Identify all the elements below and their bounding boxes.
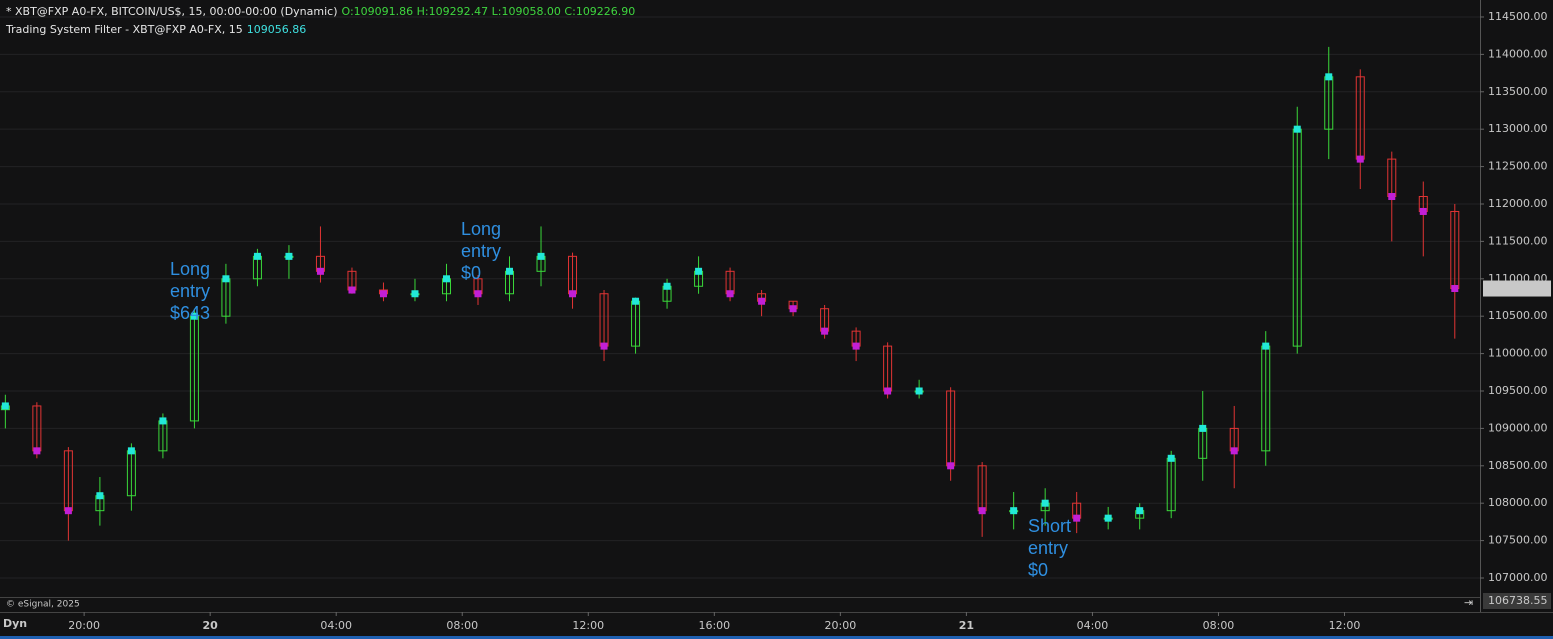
close-marker (33, 447, 41, 455)
symbol: * XBT@FXP A0-FX, BITCOIN/US$, 15, 00:00-… (6, 5, 338, 18)
x-tick-label: 16:00 (698, 619, 730, 632)
close-marker (1451, 285, 1459, 293)
plot: 107000.00 107500.00 108000.00 108500.00 1090… (0, 10, 1551, 632)
close-marker (726, 290, 734, 298)
close-marker (852, 342, 860, 350)
cursor-price-box (1483, 593, 1551, 609)
x-tick-label: 08:00 (1203, 619, 1235, 632)
close-marker (663, 282, 671, 290)
ohlc: O:109091.86 H:109292.47 L:109058.00 C:10… (342, 5, 636, 18)
annotation: $0 (461, 263, 481, 283)
x-tick-label: 12:00 (572, 619, 604, 632)
close-marker (1104, 514, 1112, 522)
close-marker (379, 290, 387, 298)
close-marker (1199, 424, 1207, 432)
study-value: 109056.86 (247, 23, 307, 36)
study-info: Trading System Filter - XBT@FXP A0-FX, 1… (5, 23, 306, 36)
close-marker (1356, 155, 1364, 163)
copyright: © eSignal, 2025 (6, 600, 80, 610)
cursor-price-label: 106738.55 (1488, 594, 1548, 607)
y-tick-label: 112500.00 (1488, 160, 1548, 173)
close-marker (127, 447, 135, 455)
close-marker (1136, 507, 1144, 515)
x-tick-label: 12:00 (1329, 619, 1361, 632)
close-marker (1325, 73, 1333, 81)
close-marker (348, 286, 356, 294)
study: Trading System Filter - XBT@FXP A0-FX, 1… (5, 23, 243, 36)
close-marker (222, 275, 230, 283)
x-tick-label: 08:00 (446, 619, 478, 632)
close-marker (1293, 125, 1301, 133)
close-marker (1073, 514, 1081, 522)
y-tick-label: 110500.00 (1488, 309, 1548, 322)
symbol-info: * XBT@FXP A0-FX, BITCOIN/US$, 15, 00:00-… (6, 5, 635, 18)
close-marker (1388, 193, 1396, 201)
close-marker (632, 297, 640, 305)
last-price-box (1483, 280, 1551, 297)
close-marker (1, 402, 9, 410)
close-marker (1262, 342, 1270, 350)
close-marker (474, 290, 482, 298)
close-marker (600, 342, 608, 350)
y-tick-label: 109000.00 (1488, 421, 1548, 434)
close-marker (96, 492, 104, 500)
close-marker (285, 252, 293, 260)
close-marker (442, 275, 450, 283)
close-marker (159, 417, 167, 425)
y-tick-label: 113500.00 (1488, 85, 1548, 98)
x-tick-label: 20:00 (825, 619, 857, 632)
close-marker (1230, 447, 1238, 455)
x-tick-label: 20:00 (68, 619, 100, 632)
close-marker (64, 507, 72, 515)
mode-label[interactable]: Dyn (3, 617, 27, 630)
y-tick-label: 107000.00 (1488, 571, 1548, 584)
y-tick-label: 109500.00 (1488, 384, 1548, 397)
close-marker (506, 267, 514, 275)
last-price-label: 110869.80 (1488, 282, 1548, 295)
y-tick-label: 108500.00 (1488, 459, 1548, 472)
annotation: Long (461, 219, 501, 239)
x-tick-label: 21 (959, 619, 974, 632)
x-tick-label: 20 (203, 619, 219, 632)
close-marker (1167, 454, 1175, 462)
close-marker (821, 327, 829, 335)
close-marker (411, 290, 419, 298)
y-tick-label: 107500.00 (1488, 534, 1548, 547)
y-tick-label: 113000.00 (1488, 122, 1548, 135)
close-marker (253, 252, 261, 260)
annotation: $0 (1028, 560, 1048, 580)
close-marker (537, 252, 545, 260)
close-marker (758, 297, 766, 305)
annotation: entry (461, 241, 501, 261)
y-tick-label: 114500.00 (1488, 10, 1548, 23)
y-tick-label: 111500.00 (1488, 234, 1548, 247)
close-marker (789, 305, 797, 313)
close-marker (316, 267, 324, 275)
close-marker (1041, 499, 1049, 507)
x-tick-label: 04:00 (1077, 619, 1109, 632)
y-tick-label: 112000.00 (1488, 197, 1548, 210)
close-marker (1010, 507, 1018, 515)
x-tick-label: 04:00 (320, 619, 352, 632)
y-tick-label: 108000.00 (1488, 496, 1548, 509)
annotation: entry (170, 281, 210, 301)
y-tick-label: 110000.00 (1488, 347, 1548, 360)
close-marker (978, 507, 986, 515)
close-marker (947, 462, 955, 470)
annotation: $643 (170, 303, 210, 323)
close-marker (915, 387, 923, 395)
close-marker (569, 290, 577, 298)
close-marker (884, 387, 892, 395)
bottom-bar (0, 636, 1553, 639)
annotation: Long (170, 259, 210, 279)
annotation: Short (1028, 516, 1071, 536)
close-marker (190, 312, 198, 320)
scroll-end: ⇥ (1464, 596, 1473, 609)
annotation: entry (1028, 538, 1068, 558)
close-marker (1419, 207, 1427, 215)
y-tick-label: 114000.00 (1488, 47, 1548, 60)
close-marker (695, 267, 703, 275)
